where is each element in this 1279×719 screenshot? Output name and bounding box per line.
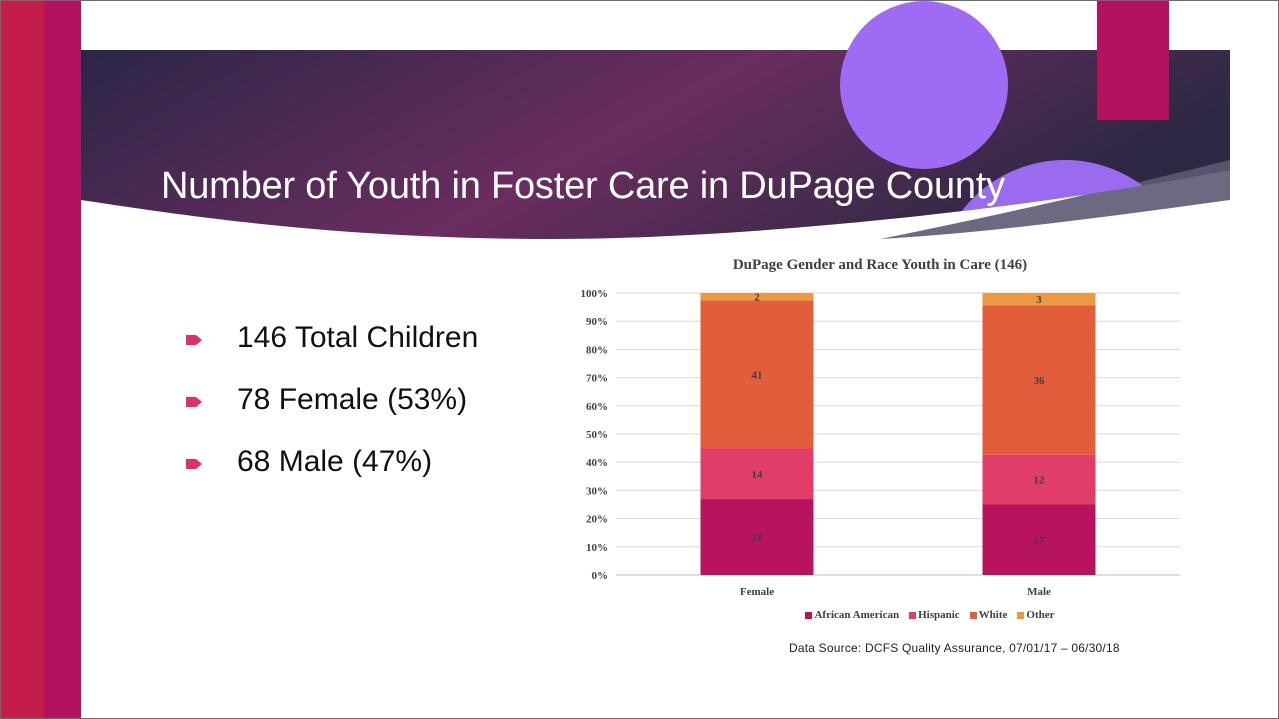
crimson-accent-stripe	[0, 0, 44, 719]
title-banner	[81, 0, 1230, 240]
bar-segment	[700, 448, 814, 500]
arrow-bullet-icon	[186, 397, 202, 407]
legend-swatch	[969, 611, 977, 619]
bar-segment	[700, 499, 814, 575]
bullet-text: 78 Female (53%)	[237, 383, 468, 416]
bar-segment	[982, 454, 1096, 505]
y-tick-label: 90%	[586, 316, 608, 328]
magenta-accent-block	[1097, 0, 1169, 120]
arrow-bullet-icon	[186, 459, 202, 469]
data-label: 17	[1034, 535, 1046, 547]
bar-segment	[982, 305, 1096, 455]
y-tick-label: 50%	[586, 429, 608, 441]
y-tick-label: 40%	[586, 457, 608, 469]
bullet-list: 146 Total Children 78 Female (53%) 68 Ma…	[186, 318, 478, 504]
y-tick-label: 100%	[581, 288, 609, 300]
legend-item: Hispanic	[909, 609, 960, 621]
data-label: 21	[752, 532, 763, 544]
y-tick-label: 0%	[592, 570, 609, 582]
y-tick-label: 10%	[586, 542, 608, 554]
y-tick-label: 80%	[586, 344, 608, 356]
data-label: 41	[752, 369, 763, 381]
y-tick-label: 30%	[586, 485, 608, 497]
stacked-bar-chart: 0% 10% 20% 30% 40% 50% 60% 70% 80% 90% 100% 21 14 41 2…	[581, 288, 1180, 598]
magenta-accent-stripe	[44, 0, 81, 719]
y-tick-label: 70%	[586, 373, 608, 385]
bar-segment	[982, 293, 1096, 306]
bullet-item: 146 Total Children	[186, 318, 478, 380]
x-tick-label: Female	[740, 586, 774, 598]
data-source-note: Data Source: DCFS Quality Assurance, 07/…	[789, 641, 1120, 655]
x-tick-label: Male	[1027, 586, 1051, 598]
bar-segment	[700, 300, 814, 449]
bullet-item: 78 Female (53%)	[186, 380, 478, 442]
legend-label: Hispanic	[918, 609, 960, 621]
bar-segment	[700, 293, 814, 301]
banner-light-sweep	[880, 160, 1230, 239]
bullet-item: 68 Male (47%)	[186, 442, 478, 504]
legend-label: African American	[814, 609, 900, 621]
legend-item: Other	[1017, 609, 1055, 621]
legend-label: White	[978, 609, 1008, 621]
bar-segment	[982, 504, 1096, 575]
y-tick-label: 60%	[586, 401, 608, 413]
legend-item: White	[969, 609, 1008, 621]
data-label: 14	[752, 469, 764, 481]
page-title: Number of Youth in Foster Care in DuPage…	[161, 165, 1005, 207]
y-tick-label: 20%	[586, 514, 608, 526]
legend-swatch	[805, 611, 813, 619]
legend-swatch	[909, 611, 917, 619]
legend-swatch	[1017, 611, 1025, 619]
chart-legend: African American Hispanic White Other	[560, 609, 1279, 621]
data-label: 12	[1034, 475, 1046, 487]
data-label: 36	[1034, 375, 1046, 387]
data-label: 2	[754, 292, 760, 304]
chart-title: DuPage Gender and Race Youth in Care (14…	[732, 257, 1028, 273]
arrow-bullet-icon	[186, 335, 202, 345]
bullet-text: 146 Total Children	[237, 321, 479, 354]
bullet-text: 68 Male (47%)	[237, 445, 433, 478]
top-purple-bubble	[840, 1, 1008, 169]
legend-item: African American	[805, 609, 899, 621]
legend-label: Other	[1026, 609, 1055, 621]
data-label: 3	[1036, 294, 1042, 306]
